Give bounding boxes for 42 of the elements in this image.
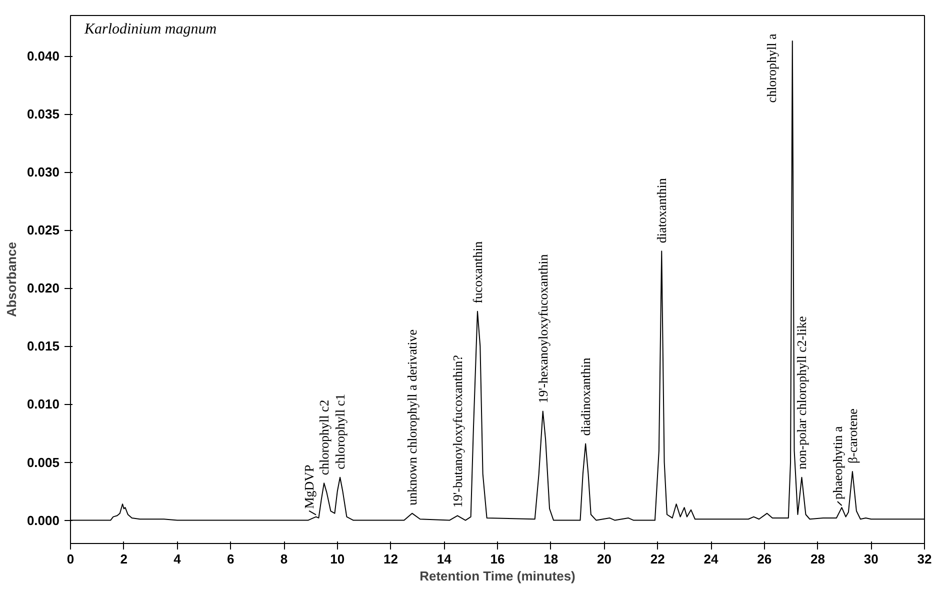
x-tick-label: 16: [490, 552, 505, 566]
x-tick-label: 32: [917, 552, 932, 566]
annotation: non-polar chlorophyll c2-like: [794, 316, 810, 470]
y-tick-label: 0.030: [26, 164, 60, 180]
annotation: unknown chlorophyll a derivative: [404, 329, 420, 506]
x-tick-label: 12: [384, 552, 398, 566]
x-tick-label: 18: [544, 552, 558, 566]
annotation: 19'-butanoyloxyfucoxanthin?: [450, 354, 465, 508]
x-axis-title: Retention Time (minutes): [420, 568, 576, 584]
y-tick-label: 0.025: [26, 222, 60, 238]
y-tick-label: 0.020: [26, 280, 60, 296]
annotation: diatoxanthin: [654, 178, 670, 244]
x-tick-label: 6: [227, 552, 234, 566]
annotation: diadinoxanthin: [578, 357, 594, 436]
x-tick-label: 8: [280, 552, 288, 566]
x-tick-label: 14: [436, 552, 452, 566]
y-tick-label: 0.000: [26, 512, 60, 528]
annotation: chlorophyll c1: [332, 394, 348, 470]
x-tick-label: 20: [597, 552, 612, 566]
annotation: β-carotene: [844, 408, 860, 464]
x-tick-label: 24: [704, 552, 719, 566]
x-tick-label: 28: [810, 552, 825, 566]
annotation: MgDVP: [302, 464, 317, 509]
y-axis-title: Absorbance: [4, 242, 19, 318]
annotation: 19'-hexanoyloxyfucoxanthin: [535, 254, 550, 404]
y-tick-label: 0.005: [26, 454, 60, 470]
x-tick-label: 30: [864, 552, 878, 566]
x-tick-label: 10: [330, 552, 345, 566]
y-tick-label: 0.035: [26, 106, 60, 122]
x-tick-label: 4: [174, 552, 182, 566]
x-tick-label: 0: [66, 552, 74, 566]
x-tick-label: 2: [120, 552, 128, 566]
y-tick-label: 0.040: [26, 48, 60, 64]
x-tick-label: 22: [650, 552, 665, 566]
x-tick-label: 26: [757, 552, 772, 566]
annotation: chlorophyll a: [764, 34, 779, 103]
annotation: chlorophyll c2: [316, 400, 332, 476]
annotation: fucoxanthin: [470, 240, 485, 304]
y-tick-label: 0.010: [26, 396, 60, 412]
annotation: phaeophytin a: [830, 426, 845, 500]
chart-title: Karlodinium magnum: [84, 22, 217, 38]
y-tick-label: 0.015: [26, 338, 60, 354]
